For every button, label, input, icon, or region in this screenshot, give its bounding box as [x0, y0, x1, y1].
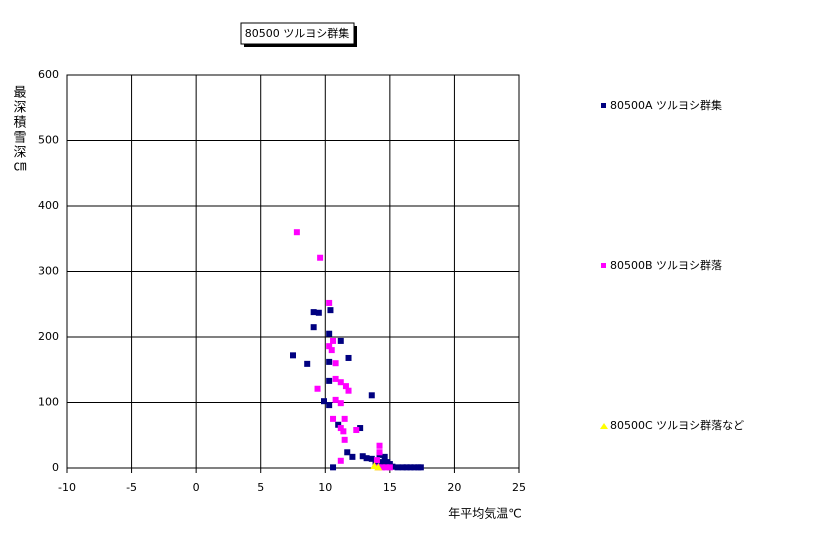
point [407, 464, 414, 471]
point [349, 453, 356, 460]
point [341, 415, 348, 422]
point [335, 421, 342, 428]
title-shadow [244, 44, 357, 47]
legend-marker [601, 103, 606, 108]
point [315, 309, 322, 316]
point [345, 387, 352, 394]
point [340, 428, 347, 435]
point [330, 415, 337, 422]
point [337, 379, 344, 386]
point [326, 299, 333, 306]
x-tick-label: 25 [512, 481, 526, 494]
point [376, 442, 383, 449]
point [328, 347, 335, 354]
legend-marker [601, 263, 606, 268]
point [293, 229, 300, 236]
legend-label: 80500A ツルヨシ群集 [610, 98, 722, 112]
point [374, 463, 383, 471]
x-tick-label: -10 [58, 481, 76, 494]
point [332, 360, 339, 367]
x-axis-label: 年平均気温℃ [448, 506, 521, 521]
chart-title: 80500 ツルヨシ群集 [245, 26, 350, 40]
point [332, 375, 339, 382]
point [326, 377, 333, 384]
point [373, 457, 380, 464]
point [359, 453, 366, 460]
x-tick-label: 15 [383, 481, 397, 494]
point [372, 461, 379, 468]
legend-label: 80500C ツルヨシ群落など [610, 418, 744, 432]
y-tick-label: 300 [38, 265, 59, 278]
point [327, 307, 334, 314]
y-axis-label: 最深積雪深㎝ [11, 85, 27, 175]
point [386, 464, 393, 471]
point [337, 337, 344, 344]
x-tick-label: 10 [318, 481, 332, 494]
x-tick-label: -5 [126, 481, 137, 494]
point [344, 449, 351, 456]
x-tick-label: 0 [193, 481, 200, 494]
point [379, 464, 386, 471]
point [326, 330, 333, 337]
y-tick-label: 200 [38, 330, 59, 343]
point [381, 453, 388, 460]
point [411, 464, 418, 471]
y-tick-label: 500 [38, 134, 59, 147]
point [399, 464, 406, 471]
point [368, 392, 375, 399]
point [314, 385, 321, 392]
x-tick-label: 5 [257, 481, 264, 494]
point [337, 425, 344, 432]
point [317, 254, 324, 261]
point [310, 324, 317, 331]
point [320, 398, 327, 405]
point [326, 402, 333, 409]
point [337, 400, 344, 407]
legend-label: 80500B ツルヨシ群落 [610, 258, 722, 272]
point [304, 360, 311, 367]
y-tick-label: 600 [38, 68, 59, 81]
point [363, 455, 370, 462]
point [337, 457, 344, 464]
title-shadow [354, 26, 357, 47]
legend-marker [600, 423, 608, 429]
point [341, 436, 348, 443]
point [353, 427, 360, 434]
point [382, 464, 389, 471]
point [357, 425, 364, 432]
point [379, 459, 386, 466]
point [368, 455, 375, 462]
point [326, 358, 333, 365]
point [330, 337, 337, 344]
point [330, 464, 337, 471]
point [403, 464, 410, 471]
point [376, 449, 383, 456]
point [290, 352, 296, 359]
point [326, 343, 333, 350]
point [332, 396, 339, 403]
point [394, 464, 401, 471]
y-tick-label: 0 [52, 461, 59, 474]
point [417, 464, 424, 471]
x-tick-label: 20 [447, 481, 461, 494]
point [310, 309, 317, 316]
point [345, 354, 352, 361]
y-tick-label: 100 [38, 396, 59, 409]
point [342, 383, 349, 390]
y-tick-label: 400 [38, 199, 59, 212]
